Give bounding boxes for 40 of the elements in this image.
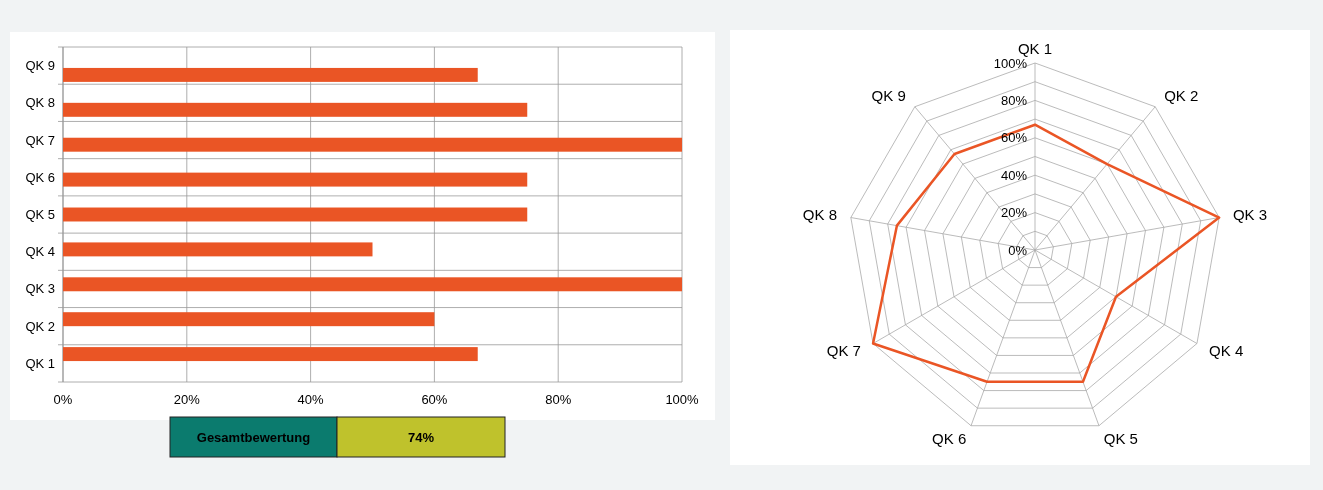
spoke-label: QK 9	[871, 87, 906, 105]
bar	[63, 277, 682, 292]
bar	[63, 137, 682, 152]
y-tick-label: QK 1	[25, 355, 55, 371]
text: Gesamtbewertung	[196, 429, 311, 445]
spoke-label: QK 8	[802, 206, 838, 224]
bar	[63, 102, 528, 117]
bar	[63, 207, 528, 222]
bar	[63, 347, 478, 362]
y-tick-label: QK 3	[25, 281, 55, 297]
y-tick-label: 60%	[1000, 130, 1028, 146]
x-tick-label: 60%	[421, 392, 448, 407]
spoke-label: QK 4	[1209, 341, 1244, 359]
y-tick-label: QK 4	[25, 244, 55, 260]
spoke-label: QK 2	[1164, 87, 1199, 105]
x-tick-label: 0%	[53, 392, 73, 407]
y-tick-label: 0%	[1008, 242, 1028, 258]
spoke-label: QK 1	[1017, 40, 1053, 58]
spoke-label: QK 7	[826, 341, 861, 359]
y-tick-label: 20%	[1000, 205, 1028, 221]
bar	[63, 242, 373, 257]
x-tick-label: 80%	[545, 392, 572, 407]
bar	[63, 172, 528, 187]
y-tick-label: QK 5	[25, 207, 55, 223]
y-tick-label: QK 2	[25, 318, 55, 334]
bar	[63, 67, 478, 82]
y-tick-label: QK 6	[25, 169, 55, 185]
spoke-label: QK 6	[932, 430, 967, 448]
y-tick-label: QK 8	[25, 95, 55, 111]
x-tick-label: 20%	[173, 392, 201, 407]
y-tick-label: QK 7	[25, 132, 55, 148]
y-tick-label: QK 9	[25, 58, 55, 74]
bar	[63, 312, 435, 327]
spoke-label: QK 5	[1103, 430, 1138, 448]
y-tick-label: 40%	[1000, 167, 1028, 183]
y-tick-label: 80%	[1000, 92, 1028, 108]
x-tick-label: 40%	[297, 392, 325, 407]
x-tick-label: 100%	[665, 392, 700, 407]
spoke-label: QK 3	[1232, 206, 1268, 224]
text: 74%	[407, 429, 435, 445]
